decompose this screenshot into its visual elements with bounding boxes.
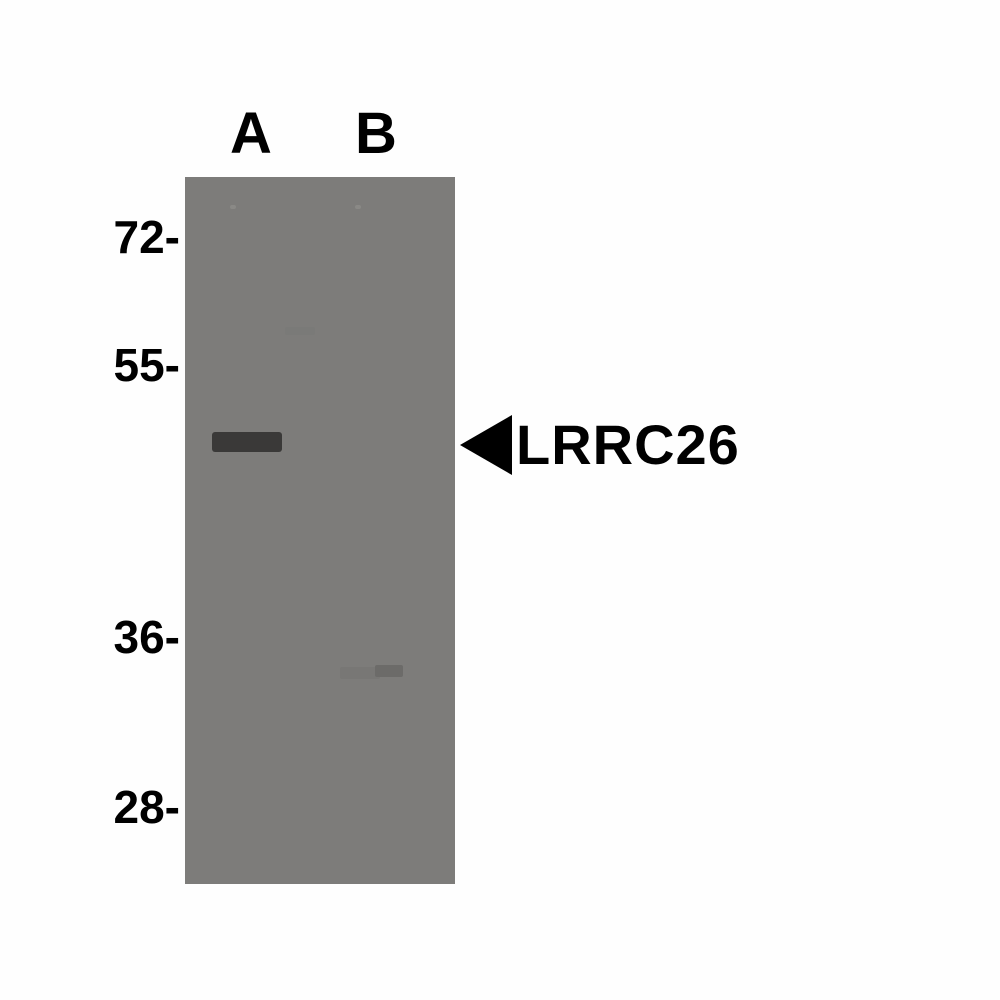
arrow-icon [460, 415, 512, 475]
target-annotation: LRRC26 [460, 412, 740, 477]
mw-marker: 72- [80, 210, 180, 264]
protein-band-lane-a [212, 432, 282, 452]
blot-membrane [185, 177, 455, 884]
noise-spot [230, 205, 236, 209]
lane-header-b: B [355, 100, 397, 167]
lane-header-a: A [230, 100, 272, 167]
mw-marker: 36- [80, 610, 180, 664]
mw-marker: 28- [80, 780, 180, 834]
noise-spot [285, 327, 315, 335]
noise-spot [340, 667, 380, 679]
faint-band-lane-b [375, 665, 403, 677]
noise-spot [355, 205, 361, 209]
target-label: LRRC26 [516, 412, 740, 477]
mw-marker: 55- [80, 338, 180, 392]
